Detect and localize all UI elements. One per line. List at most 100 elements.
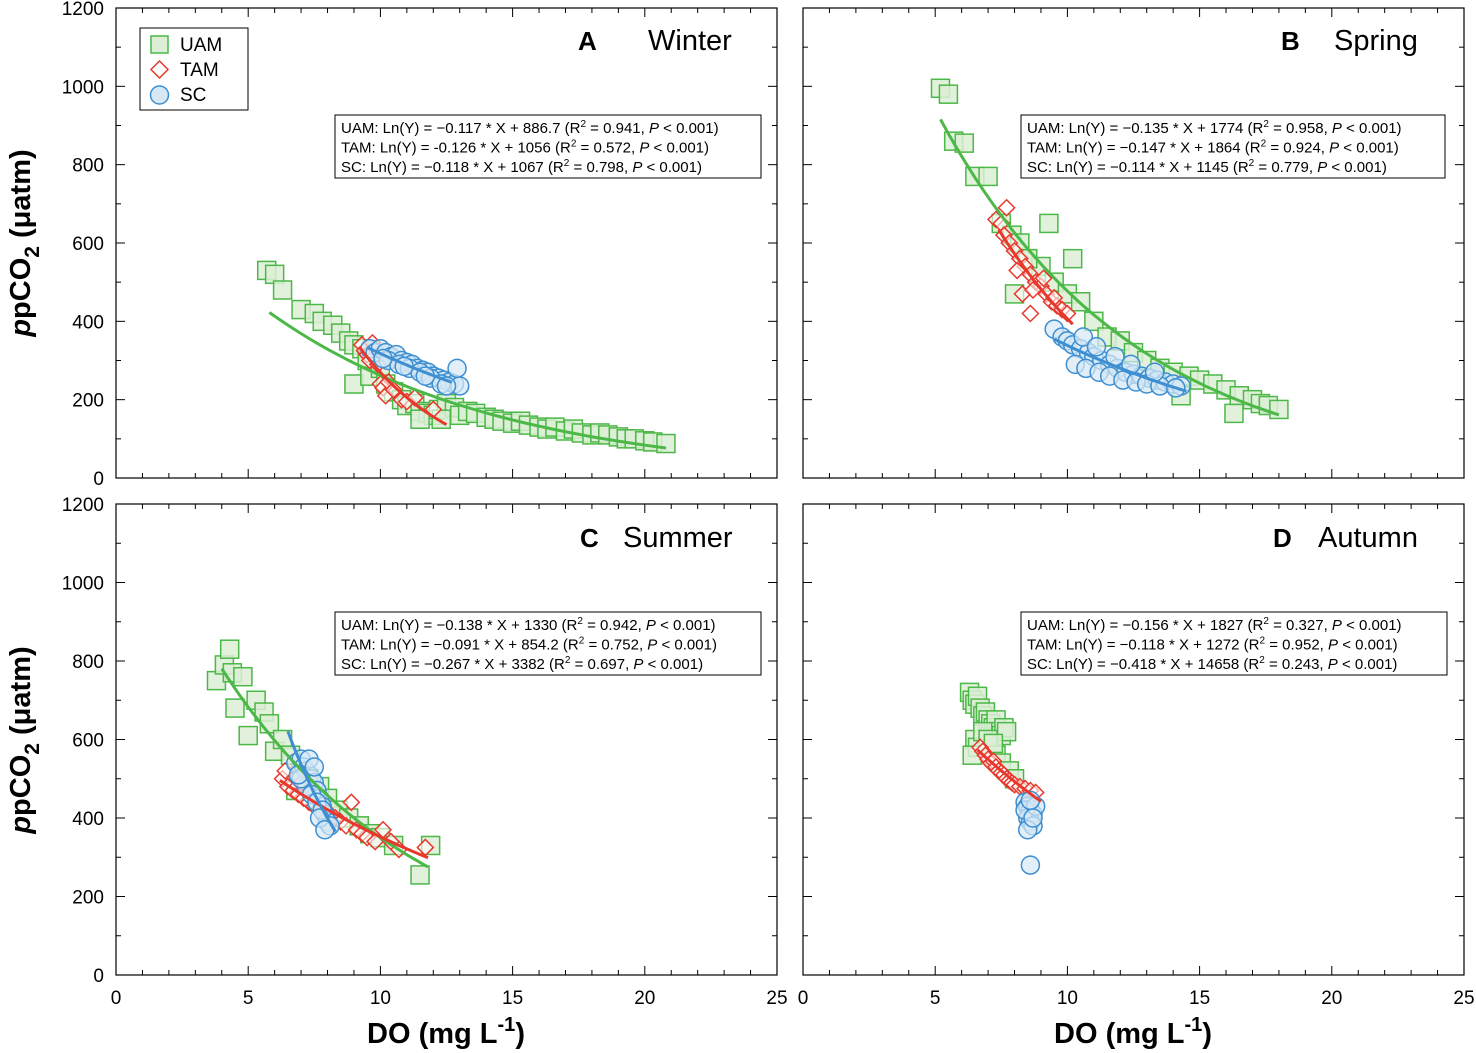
legend-tam-marker [149,59,170,80]
legend-sc-marker [149,85,170,105]
equation-box [334,611,762,676]
panel-b: B Spring UAM: Ln(Y) = −0.135 * X + 1774 (R… [802,7,1465,479]
uam-fit-line [268,311,667,450]
y-tick-label: 600 [72,731,104,752]
legend-sc-label: SC [180,85,206,106]
tam-fit-line [279,779,429,860]
x-tick-label: 5 [930,988,941,1009]
equation-text: SC: Ln(Y) = −0.418 * X + 14658 (R2 = 0.2… [1027,655,1397,673]
x-tick-label: 5 [243,988,254,1009]
markers [959,682,1046,875]
panel-d: 0 5 10 15 20 25 D Autumn UAM: Ln(Y) = −0.156 * X… [798,503,1475,1009]
uam-point [410,865,430,885]
uam-point [225,698,245,718]
tam-point [1021,304,1040,323]
uam-point [656,433,676,454]
panel-frame [802,503,1465,976]
equation-text: TAM: Ln(Y) = −0.118 * X + 1272 (R2 = 0.9… [1027,636,1398,654]
tam-point [997,198,1016,217]
svg-text:ppCO2 (μatm): ppCO2 (μatm) [5,149,44,337]
equation-text: TAM: Ln(Y) = −0.091 * X + 854.2 (R2 = 0.… [341,636,717,654]
equation-text: SC: Ln(Y) = −0.267 * X + 3382 (R2 = 0.69… [341,655,703,673]
y-tick-label: 400 [72,312,104,333]
x-tick-label: 10 [1057,988,1078,1009]
y-tick-label: 200 [72,888,104,909]
x-tick-label: 0 [798,988,809,1009]
x-tick-label: 25 [766,988,787,1009]
y-axis-title-top: ppCO2 (μatm) [5,149,44,337]
tam-point [342,793,361,812]
equation-box [334,114,762,179]
y-tick-label: 1200 [62,0,104,20]
uam-point [1224,403,1244,424]
y-tick-label: 1200 [62,495,104,516]
sc-point [1023,808,1043,828]
legend-uam-label: UAM [180,35,222,56]
sc-fit-line [366,346,453,384]
x-tick-label: 20 [634,988,655,1009]
x-axis-title-right: DO (mg L-1) [1054,1014,1212,1050]
panel-letter: C [580,523,599,553]
uam-point [410,409,430,429]
x-tick-label: 10 [370,988,391,1009]
y-tick-label: 800 [72,156,104,177]
equation-text: SC: Ln(Y) = −0.114 * X + 1145 (R2 = 0.77… [1027,158,1387,176]
uam-point [978,166,998,187]
equation-text: UAM: Ln(Y) = −0.135 * X + 1774 (R2 = 0.9… [1027,119,1402,137]
tam-fit-line [358,345,448,426]
uam-fit-line [939,118,1280,417]
y-tick-label: 400 [72,809,104,830]
y-tick-label: 600 [72,234,104,255]
equation-box [1020,611,1448,676]
panel-c: 0 200 400 600 800 1000 1200 0 5 10 15 20 25 C Summer UA… [62,495,788,1009]
sc-point [447,358,467,379]
panel-season: Autumn [1318,522,1418,554]
uam-point [1039,213,1059,234]
uam-point [1062,248,1083,269]
uam-point [272,280,293,300]
x-tick-label: 0 [111,988,122,1009]
tam-point [384,380,403,399]
sc-fit-line [286,730,337,833]
x-axis-title-left: DO (mg L-1) [367,1014,525,1050]
x-tick-label: 15 [1189,988,1210,1009]
equation-text: UAM: Ln(Y) = −0.117 * X + 886.7 (R2 = 0.… [341,119,719,137]
panel-letter: A [578,26,597,56]
y-tick-label: 800 [72,652,104,673]
sc-point [304,757,325,777]
markers [206,639,441,885]
sc-point [1086,337,1107,357]
sc-point [1020,855,1041,875]
uam-point [238,725,258,746]
panel-frame [802,7,1465,479]
legend-tam-label: TAM [180,60,219,81]
equation-text: UAM: Ln(Y) = −0.156 * X + 1827 (R2 = 0.3… [1027,616,1402,634]
tam-fit-line [976,748,1042,803]
y-axis-title-bottom: ppCO2 (μatm) [5,646,44,834]
tam-point [1008,261,1027,280]
tam-point [1034,269,1053,288]
y-tick-label: 0 [93,966,104,987]
markers [256,260,676,454]
y-tick-label: 1000 [62,77,104,98]
x-tick-label: 15 [502,988,523,1009]
panel-a: 0 200 400 600 800 1000 1200 A Winter UAM: Ln(Y) =… [62,0,778,490]
uam-fit-line [220,667,429,869]
panel-frame [115,503,778,976]
uam-point [233,666,253,687]
equation-box [1020,114,1446,179]
legend-uam-marker [150,35,169,54]
tam-fit-line [997,228,1074,326]
equation-text: SC: Ln(Y) = −0.118 * X + 1067 (R2 = 0.79… [341,158,702,176]
legend: UAM TAM SC [139,27,249,111]
sc-fit-line [1053,337,1187,393]
tam-point [1058,304,1077,323]
y-tick-label: 1000 [62,574,104,595]
panel-season: Winter [648,25,732,57]
uam-point [219,639,240,659]
equation-text: TAM: Ln(Y) = -0.126 * X + 1056 (R2 = 0.5… [341,139,709,157]
uam-point [938,84,959,104]
panel-season: Summer [623,522,733,554]
